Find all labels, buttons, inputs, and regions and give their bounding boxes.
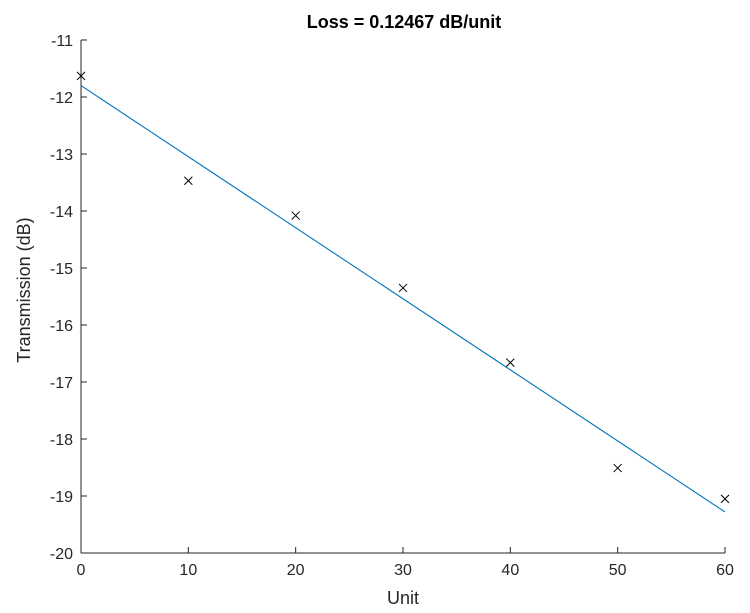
x-tick-label: 30 <box>394 562 412 579</box>
fit-line <box>80 85 726 513</box>
x-axis-label: Unit <box>387 588 419 608</box>
y-tick-label: -12 <box>50 90 73 107</box>
x-tick-label: 0 <box>77 562 86 579</box>
y-tick-label: -20 <box>50 546 73 563</box>
axes: 0 10 20 30 40 50 60 -11 -12 -13 -14 -15 -16 -17 -18 -19… <box>50 33 734 579</box>
data-point-marker <box>613 463 623 473</box>
data-layer <box>76 71 730 513</box>
y-tick-label: -18 <box>50 432 73 449</box>
data-point-marker <box>505 358 515 367</box>
data-point-marker <box>398 283 408 293</box>
y-tick-label: -16 <box>50 318 73 335</box>
data-point-marker <box>291 211 301 220</box>
chart-title: Loss = 0.12467 dB/unit <box>307 12 502 32</box>
x-tick-label: 40 <box>501 562 519 579</box>
y-tick-label: -17 <box>50 375 73 392</box>
y-tick-label: -15 <box>50 261 73 278</box>
y-axis-label: Transmission (dB) <box>14 217 34 362</box>
data-point-marker <box>76 71 86 81</box>
x-tick-label: 50 <box>609 562 627 579</box>
y-tick-label: -13 <box>50 147 73 164</box>
y-tick-label: -14 <box>50 204 73 221</box>
y-tick-label: -11 <box>51 33 73 50</box>
data-point-marker <box>720 494 730 504</box>
x-tick-label: 10 <box>179 562 197 579</box>
x-tick-label: 60 <box>716 562 734 579</box>
data-point-marker <box>183 176 193 186</box>
x-tick-label: 20 <box>287 562 305 579</box>
y-tick-label: -19 <box>50 489 73 506</box>
